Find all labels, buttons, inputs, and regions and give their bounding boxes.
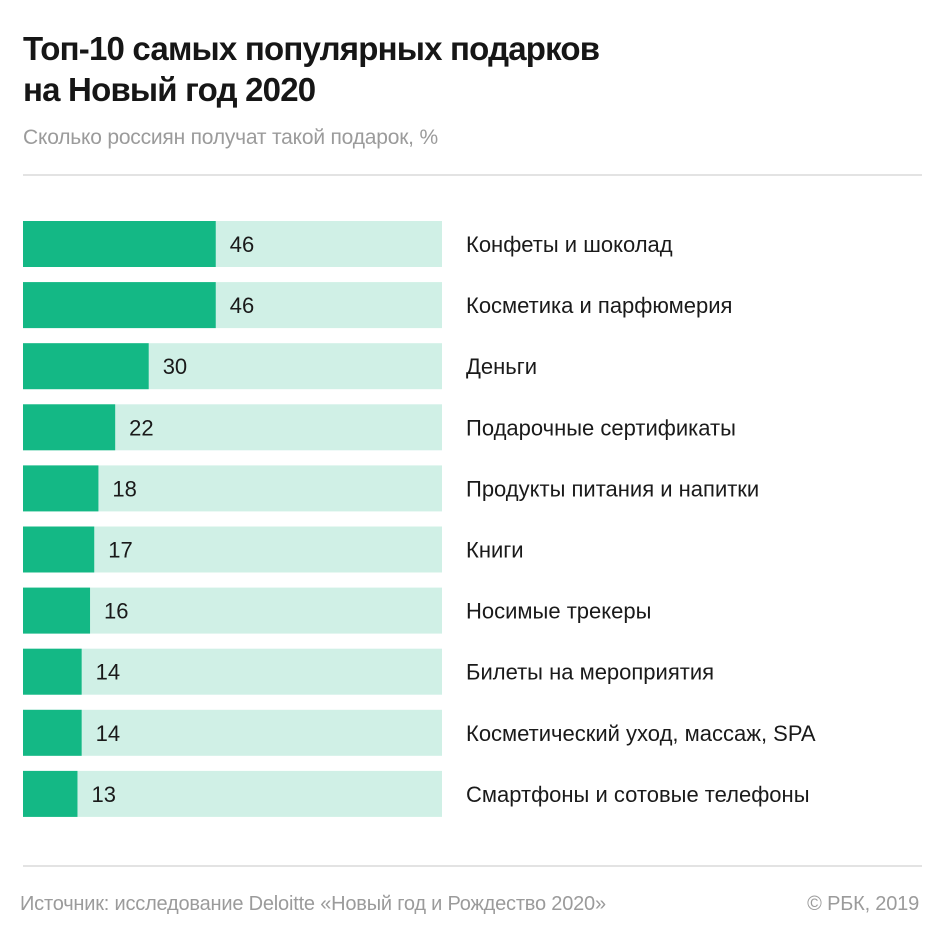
- bar: [23, 587, 91, 634]
- category-label: Носимые трекеры: [466, 599, 651, 624]
- bar-track: [23, 648, 442, 695]
- data-label: 18: [112, 476, 136, 501]
- data-label: 46: [230, 232, 254, 257]
- bar: [23, 526, 95, 573]
- category-label: Косметика и парфюмерия: [466, 293, 732, 318]
- category-label: Косметический уход, массаж, SPA: [466, 721, 816, 746]
- bar: [23, 221, 216, 267]
- bar: [23, 404, 116, 451]
- data-label: 14: [96, 660, 120, 685]
- bar-row: 46 Конфеты и шоколад: [23, 221, 673, 267]
- bar-row: 14 Билеты на мероприятия: [23, 648, 714, 695]
- bar-track: [23, 709, 442, 756]
- bar-row: 30 Деньги: [23, 343, 537, 390]
- data-label: 17: [108, 538, 132, 563]
- category-label: Подарочные сертификаты: [466, 415, 736, 440]
- category-label: Конфеты и шоколад: [466, 232, 673, 257]
- category-label: Деньги: [466, 354, 537, 379]
- data-label: 13: [91, 782, 115, 807]
- bar: [23, 770, 78, 817]
- chart-title: Топ-10 самых популярных подарков на Новы…: [23, 28, 903, 110]
- chart-subtitle: Сколько россиян получат такой подарок, %: [23, 126, 438, 149]
- bar-row: 13 Смартфоны и сотовые телефоны: [23, 770, 810, 817]
- bar-track: [23, 587, 442, 634]
- category-label: Смартфоны и сотовые телефоны: [466, 782, 810, 807]
- category-label: Книги: [466, 538, 524, 563]
- bar-row: 46 Косметика и парфюмерия: [23, 282, 732, 329]
- bar: [23, 648, 82, 695]
- bottom-divider: [23, 865, 922, 867]
- bar-row: 14 Косметический уход, массаж, SPA: [23, 709, 816, 756]
- source-note: Источник: исследование Deloitte «Новый г…: [20, 893, 606, 915]
- data-label: 14: [96, 721, 120, 746]
- bar: [23, 465, 99, 512]
- copyright: © РБК, 2019: [807, 893, 919, 915]
- data-label: 46: [230, 293, 254, 318]
- bar: [23, 709, 82, 756]
- data-label: 16: [104, 599, 128, 624]
- category-label: Продукты питания и напитки: [466, 476, 759, 501]
- bar-row: 16 Носимые трекеры: [23, 587, 651, 634]
- bar-row: 17 Книги: [23, 526, 524, 573]
- bar-row: 18 Продукты питания и напитки: [23, 465, 759, 512]
- chart-title-line-1: Топ-10 самых популярных подарков: [23, 30, 600, 67]
- top-divider: [23, 174, 922, 176]
- category-label: Билеты на мероприятия: [466, 660, 714, 685]
- chart-title-line-2: на Новый год 2020: [23, 71, 316, 108]
- data-label: 30: [163, 354, 187, 379]
- bar: [23, 343, 149, 390]
- bar-track: [23, 770, 442, 817]
- data-label: 22: [129, 415, 153, 440]
- bar-row: 22 Подарочные сертификаты: [23, 404, 736, 451]
- bar: [23, 282, 216, 329]
